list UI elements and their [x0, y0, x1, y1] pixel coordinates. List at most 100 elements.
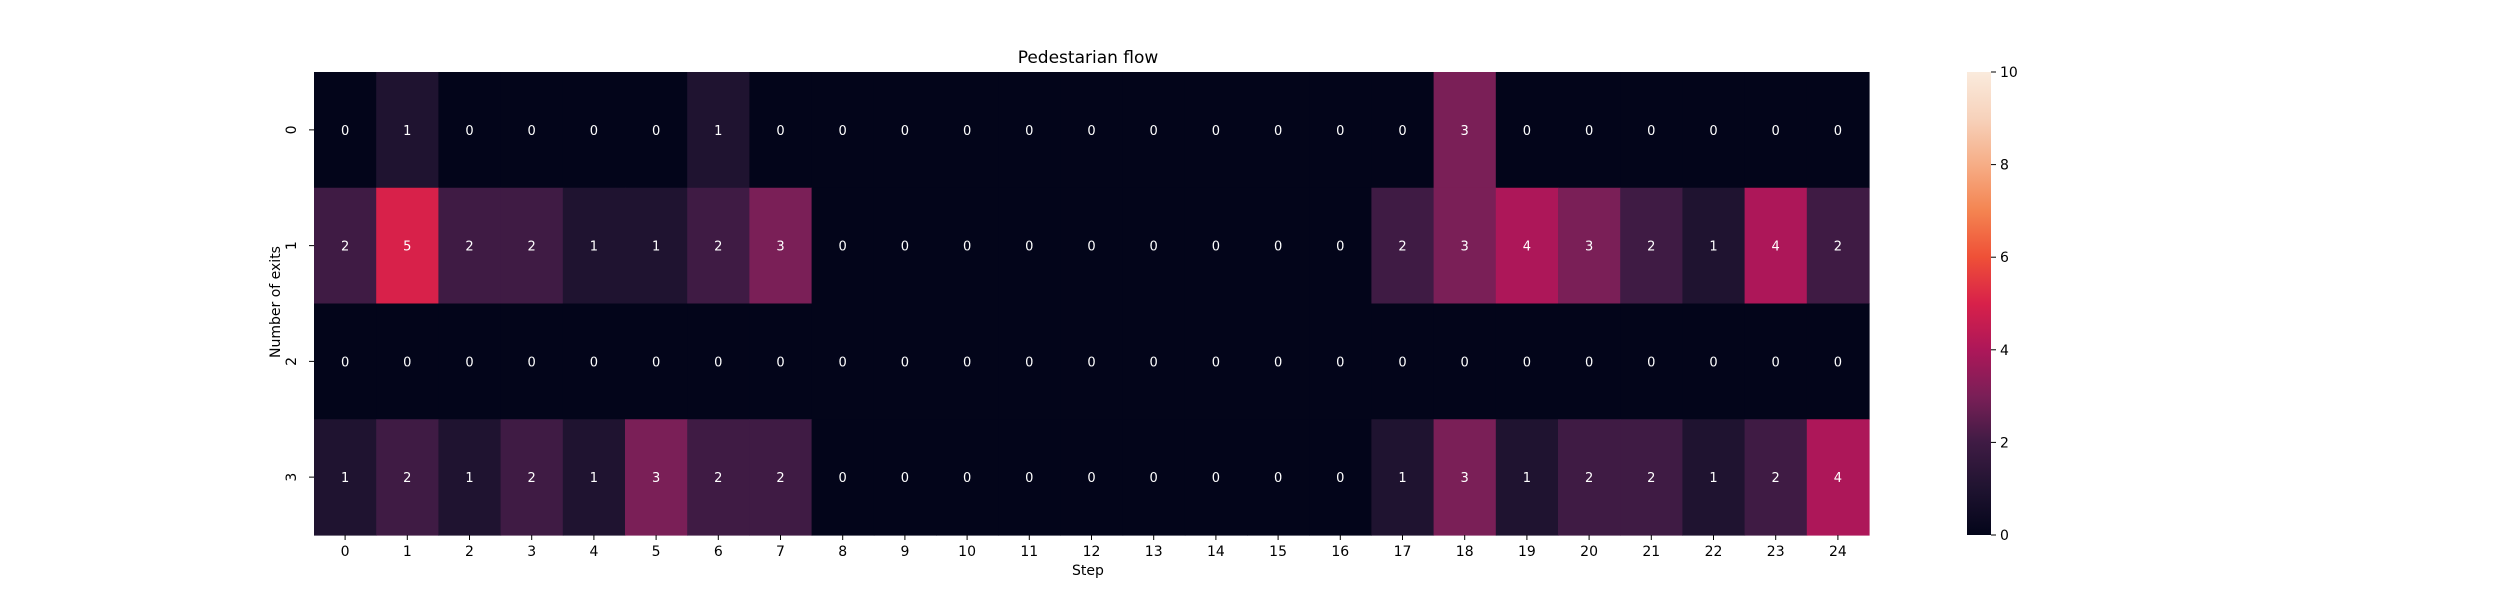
heatmap-cell-r2-c16 — [1309, 303, 1372, 420]
colorbar-gradient — [1967, 72, 1991, 535]
heatmap-cell-r2-c10 — [936, 303, 999, 420]
heatmap-cell-r0-c20 — [1558, 72, 1621, 189]
x-tick-label-23: 23 — [1767, 544, 1785, 560]
cell-label-r2-c5: 0 — [652, 355, 660, 370]
colorbar-tick-label-5: 10 — [2000, 65, 2018, 81]
x-tick-label-2: 2 — [465, 544, 474, 560]
x-tick-label-7: 7 — [776, 544, 785, 560]
x-tick-label-0: 0 — [341, 544, 350, 560]
heatmap-cell-r1-c6 — [687, 187, 750, 305]
cell-label-r2-c0: 0 — [341, 355, 349, 370]
cell-label-r3-c8: 0 — [839, 471, 847, 486]
heatmap-cell-r0-c0 — [314, 72, 377, 189]
heatmap-cell-r3-c24 — [1806, 419, 1870, 536]
cell-label-r0-c19: 0 — [1523, 124, 1531, 139]
x-tick-label-18: 18 — [1456, 544, 1474, 560]
heatmap-cell-r3-c5 — [625, 419, 688, 536]
heatmap-cell-r2-c12 — [1060, 303, 1124, 420]
heatmap-cell-r1-c13 — [1122, 187, 1186, 305]
heatmap-cell-r3-c8 — [811, 419, 875, 536]
colorbar-tick-label-3: 6 — [2000, 250, 2009, 266]
heatmap-cell-r3-c12 — [1060, 419, 1124, 536]
heatmap-cell-r3-c0 — [314, 419, 377, 536]
heatmap-cell-r0-c16 — [1309, 72, 1372, 189]
cell-label-r2-c13: 0 — [1150, 355, 1158, 370]
heatmap-cell-r2-c19 — [1495, 303, 1559, 420]
colorbar: 0 2 4 6 8 10 — [1967, 65, 2018, 544]
x-tick-label-12: 12 — [1083, 544, 1101, 560]
heatmap-cell-r1-c8 — [811, 187, 875, 305]
cell-label-r0-c3: 0 — [528, 124, 536, 139]
heatmap-cell-r1-c17 — [1371, 187, 1435, 305]
heatmap-cell-r1-c22 — [1682, 187, 1746, 305]
heatmap-cell-r3-c4 — [562, 419, 626, 536]
cell-label-r3-c3: 2 — [528, 471, 536, 486]
heatmap-cell-r3-c11 — [998, 419, 1061, 536]
cell-label-r0-c22: 0 — [1709, 124, 1717, 139]
cell-label-r2-c19: 0 — [1523, 355, 1531, 370]
cell-label-r0-c2: 0 — [465, 124, 473, 139]
cell-label-r1-c21: 2 — [1647, 240, 1655, 255]
cell-label-r0-c6: 1 — [714, 124, 722, 139]
heatmap-cell-r3-c6 — [687, 419, 750, 536]
heatmap-cell-r3-c7 — [749, 419, 813, 536]
cell-label-r2-c17: 0 — [1398, 355, 1406, 370]
heatmap-cell-r0-c10 — [936, 72, 999, 189]
cell-label-r2-c8: 0 — [839, 355, 847, 370]
cell-label-r1-c14: 0 — [1212, 240, 1220, 255]
heatmap-cell-r1-c5 — [625, 187, 688, 305]
x-tick-label-6: 6 — [714, 544, 723, 560]
heatmap-cell-r0-c18 — [1433, 72, 1497, 189]
heatmap-cell-r1-c20 — [1558, 187, 1621, 305]
heatmap-cell-r1-c12 — [1060, 187, 1124, 305]
x-tick-label-10: 10 — [958, 544, 976, 560]
cell-label-r2-c9: 0 — [901, 355, 909, 370]
cell-label-r1-c7: 3 — [776, 240, 784, 255]
heatmap-cell-r1-c1 — [376, 187, 439, 305]
heatmap-cell-r2-c8 — [811, 303, 875, 420]
heatmap-cell-r2-c20 — [1558, 303, 1621, 420]
cell-label-r3-c0: 1 — [341, 471, 349, 486]
cell-label-r1-c12: 0 — [1087, 240, 1095, 255]
cell-label-r2-c7: 0 — [776, 355, 784, 370]
x-tick-label-21: 21 — [1642, 544, 1660, 560]
cell-label-r1-c13: 0 — [1150, 240, 1158, 255]
cell-label-r0-c0: 0 — [341, 124, 349, 139]
heatmap-cell-r1-c11 — [998, 187, 1061, 305]
heatmap-cell-r1-c10 — [936, 187, 999, 305]
x-tick-label-16: 16 — [1331, 544, 1349, 560]
cell-label-r0-c10: 0 — [963, 124, 971, 139]
cell-label-r0-c5: 0 — [652, 124, 660, 139]
cell-label-r3-c7: 2 — [776, 471, 784, 486]
cell-label-r3-c21: 2 — [1647, 471, 1655, 486]
x-tick-label-13: 13 — [1145, 544, 1163, 560]
cell-label-r3-c6: 2 — [714, 471, 722, 486]
heatmap-cell-r2-c3 — [500, 303, 564, 420]
heatmap-cell-r0-c6 — [687, 72, 750, 189]
heatmap-cell-r0-c15 — [1247, 72, 1310, 189]
x-tick-label-1: 1 — [403, 544, 412, 560]
heatmap-cell-r1-c14 — [1184, 187, 1248, 305]
colorbar-tick-label-1: 2 — [2000, 435, 2009, 451]
cell-label-r3-c13: 0 — [1150, 471, 1158, 486]
cell-label-r3-c11: 0 — [1025, 471, 1033, 486]
heatmap-cell-r2-c7 — [749, 303, 813, 420]
heatmap-cell-r3-c17 — [1371, 419, 1435, 536]
cell-label-r1-c11: 0 — [1025, 240, 1033, 255]
heatmap-cell-r2-c15 — [1247, 303, 1310, 420]
heatmap-cell-r1-c23 — [1744, 187, 1808, 305]
heatmap-cell-r3-c21 — [1620, 419, 1683, 536]
cell-label-r1-c2: 2 — [465, 240, 473, 255]
heatmap-cell-r0-c1 — [376, 72, 439, 189]
heatmap-cell-r2-c2 — [438, 303, 502, 420]
heatmap-cell-r2-c13 — [1122, 303, 1186, 420]
heatmap-cell-r0-c3 — [500, 72, 564, 189]
y-tick-label-3: 3 — [284, 473, 300, 482]
cell-label-r1-c5: 1 — [652, 240, 660, 255]
cell-label-r3-c9: 0 — [901, 471, 909, 486]
heatmap-cell-r1-c3 — [500, 187, 564, 305]
heatmap-cell-r3-c13 — [1122, 419, 1186, 536]
chart-title: Pedestarian flow — [1018, 48, 1159, 68]
heatmap-cell-r3-c3 — [500, 419, 564, 536]
heatmap-cell-r1-c4 — [562, 187, 626, 305]
